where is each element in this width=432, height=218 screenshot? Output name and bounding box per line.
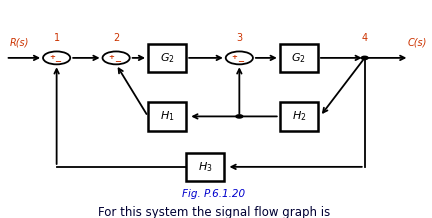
Text: C(s): C(s) [407, 38, 426, 48]
Text: 3: 3 [236, 33, 242, 43]
FancyBboxPatch shape [280, 44, 318, 72]
FancyBboxPatch shape [186, 153, 225, 181]
Text: −: − [237, 57, 244, 66]
Text: $H_{2}$: $H_{2}$ [292, 109, 306, 123]
Text: R(s): R(s) [10, 38, 29, 48]
Text: $H_{3}$: $H_{3}$ [198, 160, 213, 174]
Text: +: + [232, 54, 238, 60]
Text: +: + [49, 54, 55, 60]
Text: $H_{1}$: $H_{1}$ [160, 109, 175, 123]
Text: +: + [108, 54, 114, 60]
FancyBboxPatch shape [280, 102, 318, 131]
Text: −: − [54, 57, 61, 66]
FancyBboxPatch shape [148, 102, 186, 131]
Text: $G_{2}$: $G_{2}$ [292, 51, 306, 65]
Circle shape [361, 56, 368, 60]
Text: $G_{2}$: $G_{2}$ [160, 51, 175, 65]
Text: 2: 2 [113, 33, 119, 43]
Circle shape [236, 115, 243, 118]
FancyBboxPatch shape [148, 44, 186, 72]
Text: 1: 1 [54, 33, 60, 43]
Text: −: − [114, 57, 121, 66]
Text: For this system the signal flow graph is: For this system the signal flow graph is [98, 206, 330, 218]
Text: 4: 4 [362, 33, 368, 43]
Text: Fig. P.6.1.20: Fig. P.6.1.20 [182, 189, 245, 199]
